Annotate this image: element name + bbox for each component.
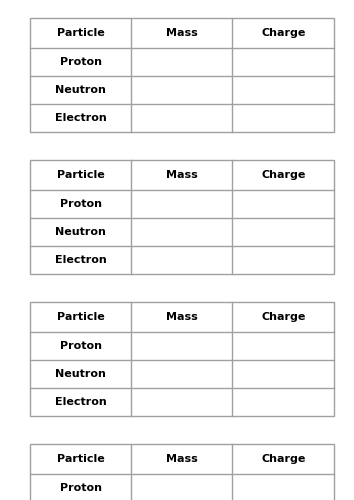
- Text: Electron: Electron: [55, 113, 107, 123]
- Text: Mass: Mass: [166, 170, 198, 180]
- Text: Proton: Proton: [59, 341, 102, 351]
- Text: Charge: Charge: [261, 170, 306, 180]
- Text: Charge: Charge: [261, 312, 306, 322]
- Text: Mass: Mass: [166, 454, 198, 464]
- Text: Particle: Particle: [57, 312, 104, 322]
- Text: Particle: Particle: [57, 170, 104, 180]
- Text: Mass: Mass: [166, 312, 198, 322]
- Text: Proton: Proton: [59, 199, 102, 209]
- Text: Proton: Proton: [59, 483, 102, 493]
- Text: Particle: Particle: [57, 28, 104, 38]
- Text: Charge: Charge: [261, 454, 306, 464]
- Text: Electron: Electron: [55, 255, 107, 265]
- Text: Neutron: Neutron: [55, 85, 106, 95]
- Text: Proton: Proton: [59, 57, 102, 67]
- Text: Mass: Mass: [166, 28, 198, 38]
- Bar: [30, 302, 334, 416]
- Text: Electron: Electron: [55, 397, 107, 407]
- Text: Neutron: Neutron: [55, 369, 106, 379]
- Bar: [30, 444, 334, 500]
- Bar: [30, 18, 334, 132]
- Text: Charge: Charge: [261, 28, 306, 38]
- Text: Neutron: Neutron: [55, 227, 106, 237]
- Text: Particle: Particle: [57, 454, 104, 464]
- Bar: [30, 160, 334, 274]
